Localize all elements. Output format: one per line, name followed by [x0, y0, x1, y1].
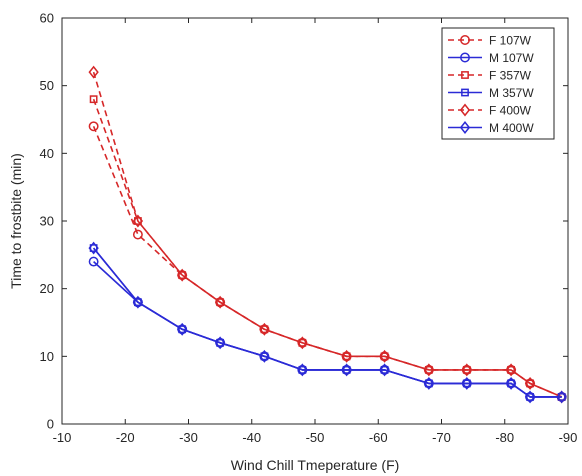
x-tick-label: -60 — [369, 430, 388, 445]
x-tick-label: -90 — [559, 430, 578, 445]
legend-entry: F 357W — [448, 68, 532, 82]
data-point — [177, 322, 188, 336]
x-tick-label: -70 — [432, 430, 451, 445]
data-point — [556, 390, 567, 404]
data-point — [132, 295, 144, 309]
legend-label: F 107W — [489, 33, 532, 47]
y-tick-label: 40 — [40, 146, 54, 161]
data-point — [259, 349, 270, 363]
data-point — [214, 336, 226, 350]
data-point — [89, 244, 98, 252]
x-tick-label: -80 — [495, 430, 514, 445]
data-point — [423, 376, 435, 390]
data-point — [297, 363, 308, 377]
y-axis-title: Time to frostbite (min) — [8, 153, 24, 289]
series-line — [92, 71, 563, 398]
data-point — [132, 214, 144, 228]
data-point — [259, 322, 270, 336]
data-point — [88, 241, 99, 255]
x-axis-ticks: -10 -20 -30 -40 -50 -60 -70 -80 -90 — [53, 18, 578, 445]
legend-marker — [461, 88, 469, 97]
data-point — [298, 338, 307, 347]
legend-marker — [460, 52, 470, 63]
data-point — [216, 338, 225, 347]
data-point — [88, 121, 99, 132]
data-point — [178, 271, 187, 280]
data-point — [297, 336, 308, 350]
legend-label: F 400W — [489, 103, 532, 117]
series-m-400w — [88, 241, 567, 404]
data-point — [423, 363, 435, 377]
data-point — [216, 298, 225, 307]
x-tick-label: -30 — [179, 430, 198, 445]
series-layer — [88, 65, 567, 404]
legend-entry: F 400W — [448, 103, 532, 117]
data-point — [341, 349, 352, 363]
legend-label: M 107W — [489, 51, 534, 65]
legend-marker — [461, 71, 469, 79]
x-tick-label: -20 — [116, 430, 135, 445]
legend: F 107W M 107W F 357W M 357W F 400W M 400W — [441, 27, 555, 140]
data-point — [88, 65, 99, 79]
y-tick-label: 10 — [40, 349, 54, 364]
x-tick-label: -50 — [306, 430, 325, 445]
legend-marker — [460, 35, 470, 45]
data-point — [134, 217, 142, 225]
data-point — [88, 256, 99, 267]
data-point — [424, 365, 433, 374]
legend-entry: F 107W — [448, 33, 532, 47]
y-axis-ticks: 0 10 20 30 40 50 60 — [40, 11, 568, 432]
y-tick-label: 20 — [40, 281, 54, 296]
legend-label: M 357W — [489, 86, 534, 100]
data-point — [341, 363, 352, 377]
legend-entry: M 107W — [448, 51, 534, 65]
legend-label: M 400W — [489, 121, 534, 135]
data-point — [260, 352, 269, 361]
legend-entry: M 357W — [448, 86, 534, 100]
legend-marker — [459, 121, 471, 134]
data-point — [89, 95, 98, 104]
data-point — [178, 325, 187, 334]
data-point — [379, 363, 390, 377]
data-point — [524, 390, 536, 404]
data-point — [461, 376, 472, 390]
data-point — [177, 268, 188, 282]
data-point — [379, 349, 390, 363]
y-tick-label: 30 — [40, 214, 54, 229]
data-point — [214, 295, 226, 309]
legend-entry: M 400W — [448, 121, 534, 135]
series-line — [92, 247, 562, 398]
y-tick-label: 0 — [47, 417, 54, 432]
legend-box — [441, 27, 555, 140]
x-tick-label: -40 — [242, 430, 261, 445]
y-tick-label: 50 — [40, 78, 54, 93]
data-point — [134, 298, 142, 307]
x-axis-title: Wind Chill Tmeperature (F) — [231, 457, 400, 473]
data-point — [505, 376, 517, 390]
data-point — [526, 379, 534, 388]
data-point — [132, 229, 143, 240]
data-point — [461, 363, 472, 377]
legend-marker — [459, 103, 471, 117]
y-tick-label: 60 — [40, 11, 54, 26]
data-point — [524, 376, 536, 390]
x-tick-label: -10 — [53, 430, 72, 445]
legend-label: F 357W — [489, 68, 532, 82]
data-point — [260, 325, 269, 334]
data-point — [505, 363, 517, 377]
